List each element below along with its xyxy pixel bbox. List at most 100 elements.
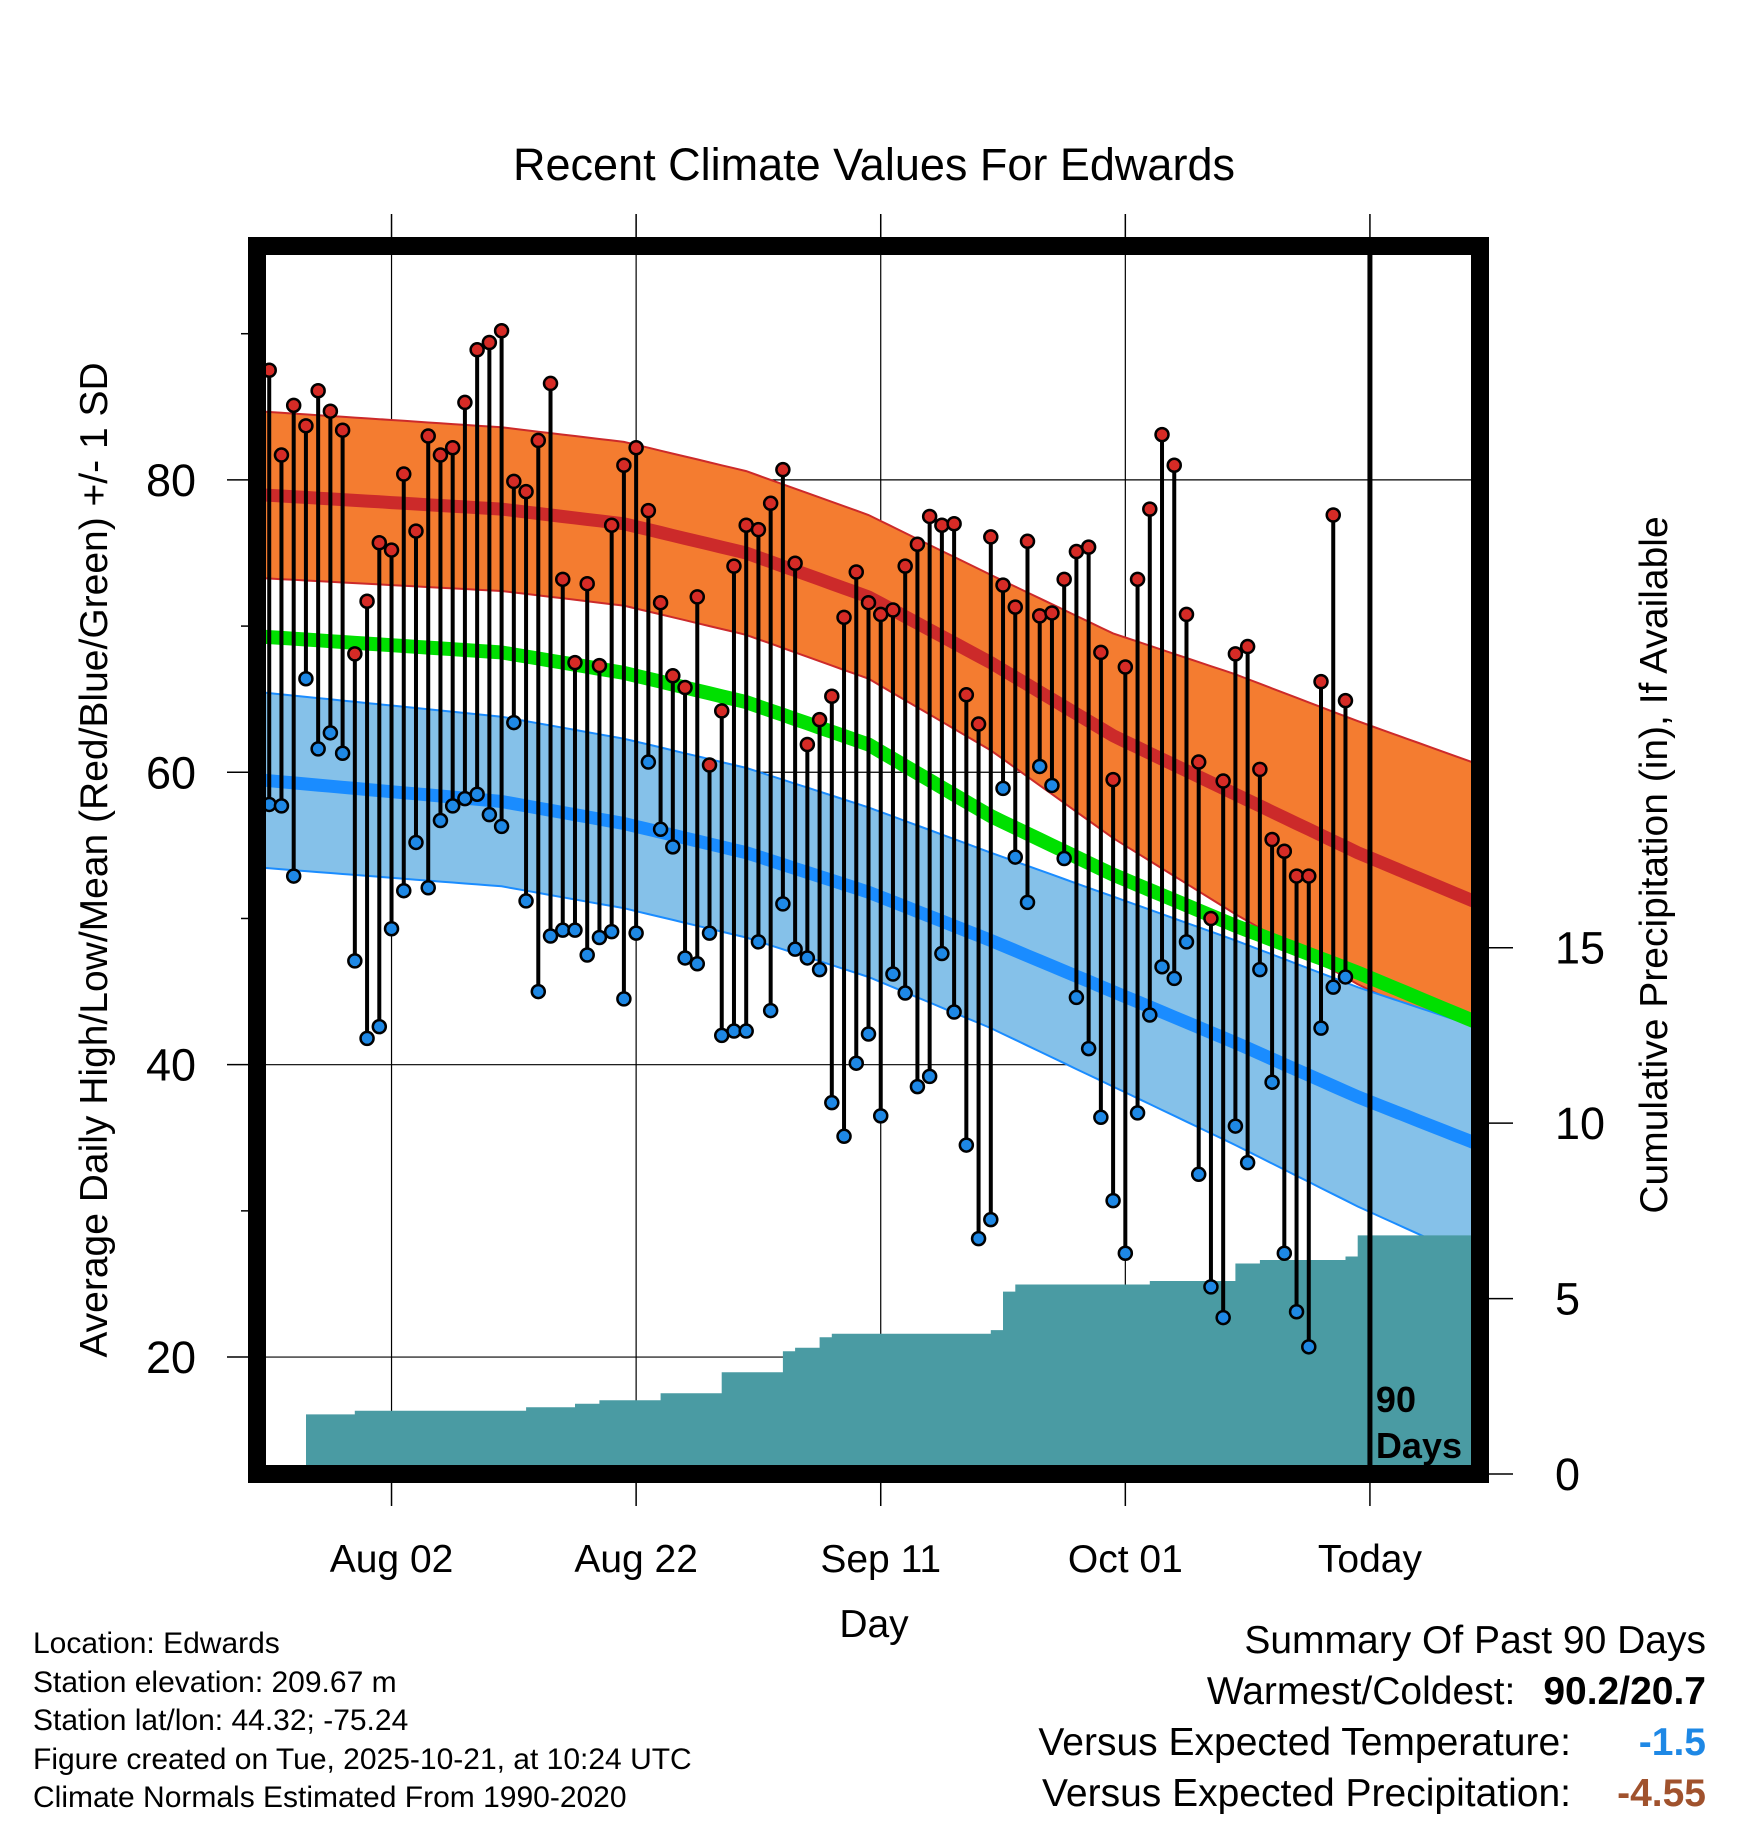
daily-low-point [1325, 979, 1341, 995]
daily-high-point [1019, 533, 1036, 550]
daily-high-point [359, 593, 375, 609]
daily-high-point [1227, 646, 1244, 662]
daily-low-point [493, 818, 510, 835]
daily-low-point [970, 1230, 987, 1247]
daily-high-point [799, 736, 816, 753]
daily-low-point [273, 798, 290, 814]
daily-high-point [1166, 457, 1182, 474]
daily-low-point [616, 991, 632, 1007]
daily-low-point [322, 725, 339, 741]
summary-panel: Summary Of Past 90 Days Warmest/Coldest:… [1038, 1615, 1706, 1819]
daily-high-point [652, 594, 669, 611]
daily-high-point [934, 517, 950, 533]
high-sd-band [257, 411, 1480, 1043]
daily-low-point [799, 950, 816, 966]
daily-high-point [1007, 599, 1024, 615]
daily-low-point [334, 745, 351, 762]
precip-departure-label: Versus Expected Precipitation: [1042, 1772, 1571, 1815]
daily-low-point [1227, 1118, 1244, 1134]
daily-low-point [860, 1026, 877, 1042]
y-tick-label: 60 [146, 747, 196, 798]
daily-low-point [1068, 989, 1085, 1006]
daily-low-point [518, 893, 534, 909]
daily-high-point [677, 679, 693, 696]
daily-high-point [493, 323, 510, 339]
daily-high-point [518, 483, 534, 500]
daily-high-point [750, 521, 767, 538]
daily-low-point [506, 714, 522, 731]
daily-high-point [860, 594, 877, 611]
daily-low-point [738, 1023, 754, 1039]
plot-content: 90 Days [257, 246, 1480, 1474]
daily-low-point [628, 925, 644, 941]
plot-frame [248, 237, 1489, 1483]
daily-high-point [506, 473, 522, 490]
x-tick-label: Today [1318, 1538, 1423, 1581]
daily-low-point [469, 786, 485, 802]
daily-low-point [1190, 1166, 1207, 1183]
daily-high-point [1105, 771, 1121, 788]
daily-high-point [481, 334, 498, 351]
daily-high-point [298, 418, 314, 434]
normals-text: Climate Normals Estimated From 1990-2020 [33, 1781, 627, 1814]
latlon-text: Station lat/lon: 44.32; -75.24 [33, 1704, 409, 1737]
daily-high-point [432, 447, 449, 463]
daily-high-point [848, 564, 865, 580]
daily-high-point [775, 461, 791, 478]
daily-high-point [897, 558, 913, 574]
daily-low-point [665, 839, 681, 855]
precip-departure-row: Versus Expected Precipitation: -4.55 [1038, 1768, 1706, 1819]
daily-low-point [1264, 1074, 1280, 1090]
daily-low-point [420, 880, 436, 896]
daily-low-point [1239, 1154, 1256, 1171]
daily-high-point [836, 609, 852, 626]
daily-high-point [1117, 659, 1134, 675]
precip-departure-value: -4.55 [1617, 1772, 1706, 1815]
daily-low-point [444, 798, 461, 814]
daily-low-point [1044, 777, 1060, 794]
daily-low-point [396, 882, 412, 899]
daily-high-point [909, 536, 926, 552]
y-tick-label: 40 [146, 1040, 196, 1091]
temp-departure-row: Versus Expected Temperature: -1.5 [1038, 1717, 1706, 1768]
daily-low-point [995, 780, 1011, 797]
daily-high-point [334, 422, 351, 438]
daily-high-point [1239, 638, 1256, 655]
daily-low-point [1056, 850, 1072, 867]
daily-high-point [396, 466, 412, 482]
daily-low-point [383, 920, 400, 937]
daily-high-point [347, 646, 363, 662]
x-tick-label: Aug 02 [330, 1538, 454, 1581]
daily-high-point [640, 502, 657, 519]
y2-tick-label: 5 [1555, 1274, 1580, 1325]
daily-high-point [1276, 843, 1293, 859]
y-axis-label: Average Daily High/Low/Mean (Red/Blue/Gr… [73, 362, 116, 1357]
daily-high-point [1252, 761, 1268, 778]
daily-high-point [787, 555, 803, 571]
y2-tick-label: 15 [1555, 923, 1605, 974]
daily-high-point [420, 428, 436, 444]
temp-departure-label: Versus Expected Temperature: [1038, 1721, 1571, 1764]
daily-low-point [872, 1108, 889, 1124]
daily-low-point [836, 1128, 852, 1145]
daily-low-point [371, 1018, 388, 1035]
daily-low-point [921, 1068, 938, 1085]
daily-high-point [591, 657, 608, 674]
daily-low-point [591, 929, 608, 946]
daily-low-point [579, 947, 595, 963]
daily-high-point [1044, 605, 1060, 621]
daily-low-point [1007, 849, 1024, 865]
daily-low-point [897, 985, 913, 1001]
x-tick-label: Oct 01 [1068, 1538, 1183, 1581]
daily-high-point [273, 447, 290, 463]
daily-low-point [787, 941, 803, 957]
x-axis-label: Day [839, 1603, 909, 1646]
daily-low-point [1031, 758, 1048, 775]
daily-high-point [567, 654, 583, 671]
daily-high-point [726, 558, 742, 574]
daily-low-point [1117, 1245, 1134, 1262]
daily-high-point [530, 432, 547, 449]
daily-low-point [811, 961, 828, 978]
daily-low-point [1252, 961, 1268, 978]
daily-high-point [1142, 501, 1158, 517]
